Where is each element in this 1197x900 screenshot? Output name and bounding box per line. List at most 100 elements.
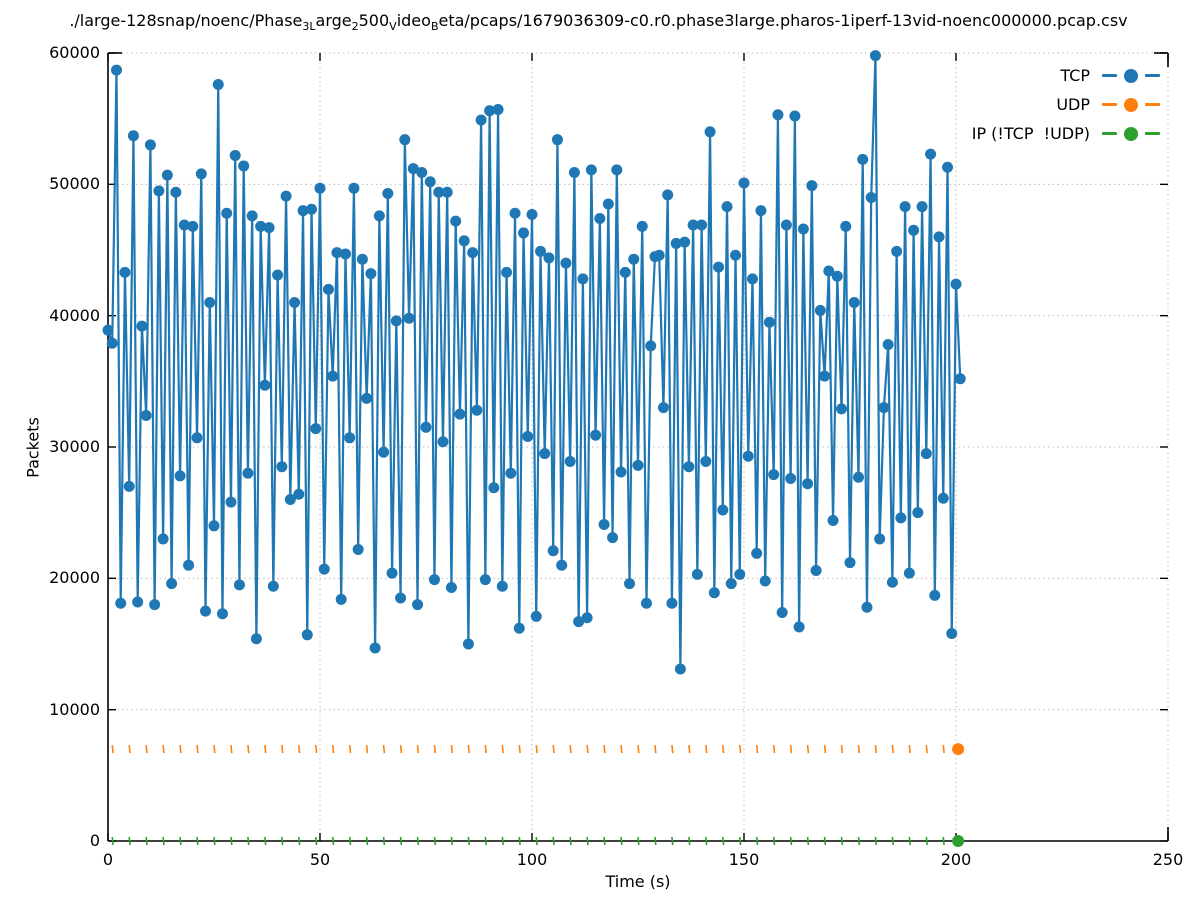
tcp-data-point [161, 169, 173, 181]
legend: TCP UDP IP (!TCP !UDP) [972, 61, 1160, 148]
ip-dash [772, 836, 776, 846]
tcp-data-point [378, 446, 390, 458]
tcp-data-point [416, 167, 428, 179]
udp-dash [806, 744, 810, 754]
y-tick-label: 0 [89, 831, 100, 850]
tcp-data-point [509, 207, 521, 219]
legend-item-tcp: TCP [972, 61, 1160, 90]
udp-dash [637, 744, 640, 754]
tcp-data-point [102, 324, 114, 336]
tcp-data-point [768, 469, 780, 481]
tcp-data-point [581, 612, 593, 624]
ip-dash [738, 836, 742, 846]
ip-dash [874, 836, 878, 846]
udp-dash [874, 744, 878, 754]
tcp-data-point [636, 220, 648, 232]
tcp-data-point [238, 160, 250, 172]
ip-dash [247, 836, 250, 846]
tcp-data-point [594, 212, 606, 224]
udp-dash [942, 744, 945, 754]
chart-title: ./large-128snap/noenc/Phase3Large2500Vid… [0, 11, 1197, 33]
udp-dash [382, 744, 386, 754]
tcp-data-point [166, 578, 178, 590]
tcp-data-point [543, 252, 555, 264]
udp-dash [688, 744, 691, 754]
tcp-data-point [233, 579, 245, 591]
udp-dash [416, 744, 420, 754]
ip-dash [365, 836, 369, 846]
tcp-data-point [183, 559, 195, 571]
legend-sample-ip-other [1102, 126, 1160, 141]
ip-dash [569, 836, 572, 846]
ip-dash [213, 836, 216, 846]
tcp-data-point [437, 436, 449, 448]
tcp-data-point [717, 504, 729, 516]
tcp-data-point [178, 219, 190, 231]
udp-dash [908, 744, 911, 754]
udp-dash [298, 744, 301, 754]
tcp-data-point [946, 627, 958, 639]
tcp-data-point [865, 191, 877, 203]
tcp-data-point [475, 114, 487, 126]
tcp-data-point [551, 134, 563, 146]
x-tick-label: 150 [728, 850, 760, 869]
tcp-data-point [929, 589, 941, 601]
udp-dash [281, 744, 284, 754]
tcp-data-point [170, 186, 182, 198]
udp-dash [162, 744, 165, 754]
legend-dash-icon [1145, 74, 1160, 77]
tcp-data-point [441, 186, 453, 198]
ip-dash [382, 836, 386, 846]
tcp-data-point [352, 543, 364, 555]
ip-dash [637, 836, 640, 846]
tcp-data-point [942, 161, 954, 173]
tcp-data-point [836, 403, 848, 415]
tcp-data-point [602, 198, 614, 210]
tcp-data-point [628, 253, 640, 265]
tcp-data-point [556, 559, 568, 571]
tcp-data-point [208, 520, 220, 532]
ip-dash [264, 836, 267, 846]
tcp-data-point [149, 599, 161, 611]
udp-dash [840, 744, 844, 754]
tcp-data-point [501, 266, 513, 278]
y-tick-label: 60000 [49, 43, 100, 62]
udp-dash [891, 744, 894, 754]
tcp-data-point [696, 219, 708, 231]
title-text: ideo [396, 11, 431, 30]
x-axis-label: Time (s) [605, 872, 671, 891]
ip-dash [196, 836, 199, 846]
udp-dash [128, 744, 131, 754]
tcp-data-point [289, 297, 301, 309]
ip-dash [586, 836, 589, 846]
tcp-data-point [424, 176, 436, 188]
udp-dash [755, 744, 759, 754]
tcp-data-point [615, 466, 627, 478]
tcp-data-point [700, 455, 712, 467]
tcp-data-point [670, 237, 682, 249]
tcp-data-point [259, 379, 271, 391]
ip-dash [705, 836, 708, 846]
tcp-data-point [306, 203, 318, 215]
tcp-data-point [734, 568, 746, 580]
title-subscript: 3 [302, 20, 310, 34]
tcp-data-point [327, 370, 339, 382]
tcp-data-point [293, 488, 305, 500]
tcp-data-point [356, 253, 368, 265]
tcp-data-point [806, 180, 818, 192]
tcp-data-point [403, 312, 415, 324]
legend-sample-udp [1102, 97, 1160, 112]
tcp-data-point [950, 278, 962, 290]
tcp-data-point [645, 340, 657, 352]
udp-dash [145, 744, 148, 754]
udp-dash [789, 744, 793, 754]
tcp-data-point [738, 177, 750, 189]
tcp-data-point [831, 270, 843, 282]
udp-dash [722, 744, 725, 754]
tcp-data-point [713, 261, 725, 273]
legend-label-tcp: TCP [1060, 66, 1090, 85]
tcp-data-point [127, 130, 139, 142]
ip-dash [857, 836, 861, 846]
tcp-data-point [229, 149, 241, 161]
udp-dash [348, 744, 352, 754]
